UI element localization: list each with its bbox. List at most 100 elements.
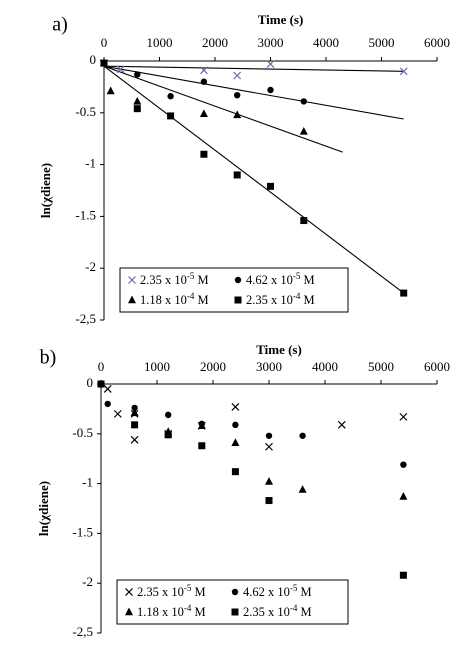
data-point-series-1 [337,420,346,429]
data-point-series-3 [130,408,139,417]
data-point-series-4 [97,380,105,388]
data-point-series-2 [104,400,111,408]
data-point-series-1 [265,442,273,451]
legend-marker-series-3 [128,295,136,304]
y-tick-label: -0.5 [72,425,93,440]
data-point-series-2 [167,93,174,100]
legend-label-series-3: 1.18 x 10-4 M [137,603,206,619]
data-point-series-1 [399,412,408,421]
x-tick-label: 6000 [424,359,450,374]
legend-marker-series-1 [128,276,136,284]
data-point-series-4 [164,431,172,439]
data-point-series-4 [267,182,274,190]
data-point-series-1 [233,71,242,80]
x-tick-label: 1000 [144,359,170,374]
data-point-series-1 [116,65,125,74]
fit-line-series-3 [103,65,343,153]
y-tick-label: -2,5 [75,311,96,326]
legend-marker-series-3 [125,607,133,616]
data-point-series-3 [199,109,208,118]
x-tick-label: 3000 [256,359,282,374]
data-point-series-1 [266,60,275,69]
x-axis-title: Time (s) [256,342,302,357]
data-point-series-4 [133,105,141,113]
data-point-series-3 [231,438,240,446]
data-point-series-3 [298,485,307,493]
x-tick-label: 4000 [313,35,339,50]
data-point-series-2 [232,421,239,429]
legend-label-series-2: 4.62 x 10-5 M [243,583,312,599]
x-tick-label: 0 [98,359,105,374]
data-point-series-1 [199,66,208,75]
data-point-series-2 [267,86,274,94]
data-point-series-1 [103,385,112,393]
data-point-series-2 [165,411,172,419]
data-point-series-2 [400,461,407,468]
fit-line-series-1 [103,65,404,72]
legend-label-series-1: 2.35 x 10-5 M [137,583,206,599]
y-tick-label: -1.5 [75,207,96,222]
x-tick-label: 6000 [424,35,450,50]
panel-label: a) [52,14,68,36]
legend-marker-series-4 [234,296,242,304]
legend-marker-series-2 [234,276,242,284]
data-point-series-4 [400,289,408,297]
legend: 2.35 x 10-5 M 4.62 x 10-5 M 1.18 x 10-4 M 2… [119,267,349,313]
data-point-series-2 [134,71,141,78]
y-tick-label: -2 [85,259,96,274]
legend-label-series-1: 2.35 x 10-5 M [140,271,209,287]
legend-label-series-3: 1.18 x 10-4 M [140,291,209,307]
y-tick-label: -1 [85,156,96,171]
data-point-series-3 [133,96,142,105]
data-point-series-4 [131,421,139,429]
legend-label-series-4: 2.35 x 10-4 M [246,291,315,307]
x-tick-label: 1000 [147,35,173,50]
y-axis-title: ln(χdiene) [36,481,51,536]
y-tick-label: 0 [87,375,94,390]
data-point-series-3 [399,492,408,500]
y-tick-label: 0 [90,52,97,67]
data-point-series-4 [198,442,206,450]
data-point-series-4 [200,150,208,158]
chart-panel-2: b) Time (s) ln(χdiene) 0 1000 2000 3000 4000 500… [36,342,450,639]
data-point-series-3 [197,421,206,430]
data-point-series-2 [299,432,306,439]
y-tick-label: -1.5 [72,524,93,539]
y-tick-label: -2 [82,574,93,589]
chart-panel-1: a) Time (s) ln(χdiene) 0 1000 2000 3000 4000 500… [38,12,450,326]
legend-box [116,579,349,625]
data-point-series-3 [233,110,242,119]
data-point-series-1 [399,67,408,76]
data-point-series-3 [106,86,115,95]
y-tick-label: -1 [82,475,93,490]
fit-line-series-2 [103,65,404,120]
data-point-series-2 [200,78,208,85]
data-point-series-3 [265,477,273,485]
panel-label: b) [40,347,57,369]
x-tick-label: 5000 [368,359,394,374]
data-point-series-4 [265,497,273,505]
legend-marker-series-4 [231,608,239,616]
legend-label-series-4: 2.35 x 10-4 M [243,603,312,619]
data-point-series-1 [130,435,139,444]
data-point-series-3 [299,126,308,135]
legend-label-series-2: 4.62 x 10-5 M [246,271,315,287]
data-point-series-4 [300,217,308,225]
fit-line-series-4 [103,65,405,294]
data-point-series-2 [265,432,273,439]
legend-marker-series-1 [125,588,133,596]
data-point-series-1 [113,409,122,418]
data-point-series-1 [231,402,240,411]
data-point-series-4 [167,112,175,120]
x-tick-label: 3000 [258,35,284,50]
data-point-series-2 [300,98,307,105]
data-point-series-2 [131,404,138,412]
legend-marker-series-2 [231,588,239,596]
x-tick-label: 4000 [312,359,338,374]
y-tick-label: -2,5 [72,624,93,639]
data-point-series-4 [399,571,407,579]
x-tick-label: 5000 [369,35,395,50]
x-tick-label: 2000 [200,359,226,374]
legend: 2.35 x 10-5 M 4.62 x 10-5 M 1.18 x 10-4 M 2… [116,579,349,625]
